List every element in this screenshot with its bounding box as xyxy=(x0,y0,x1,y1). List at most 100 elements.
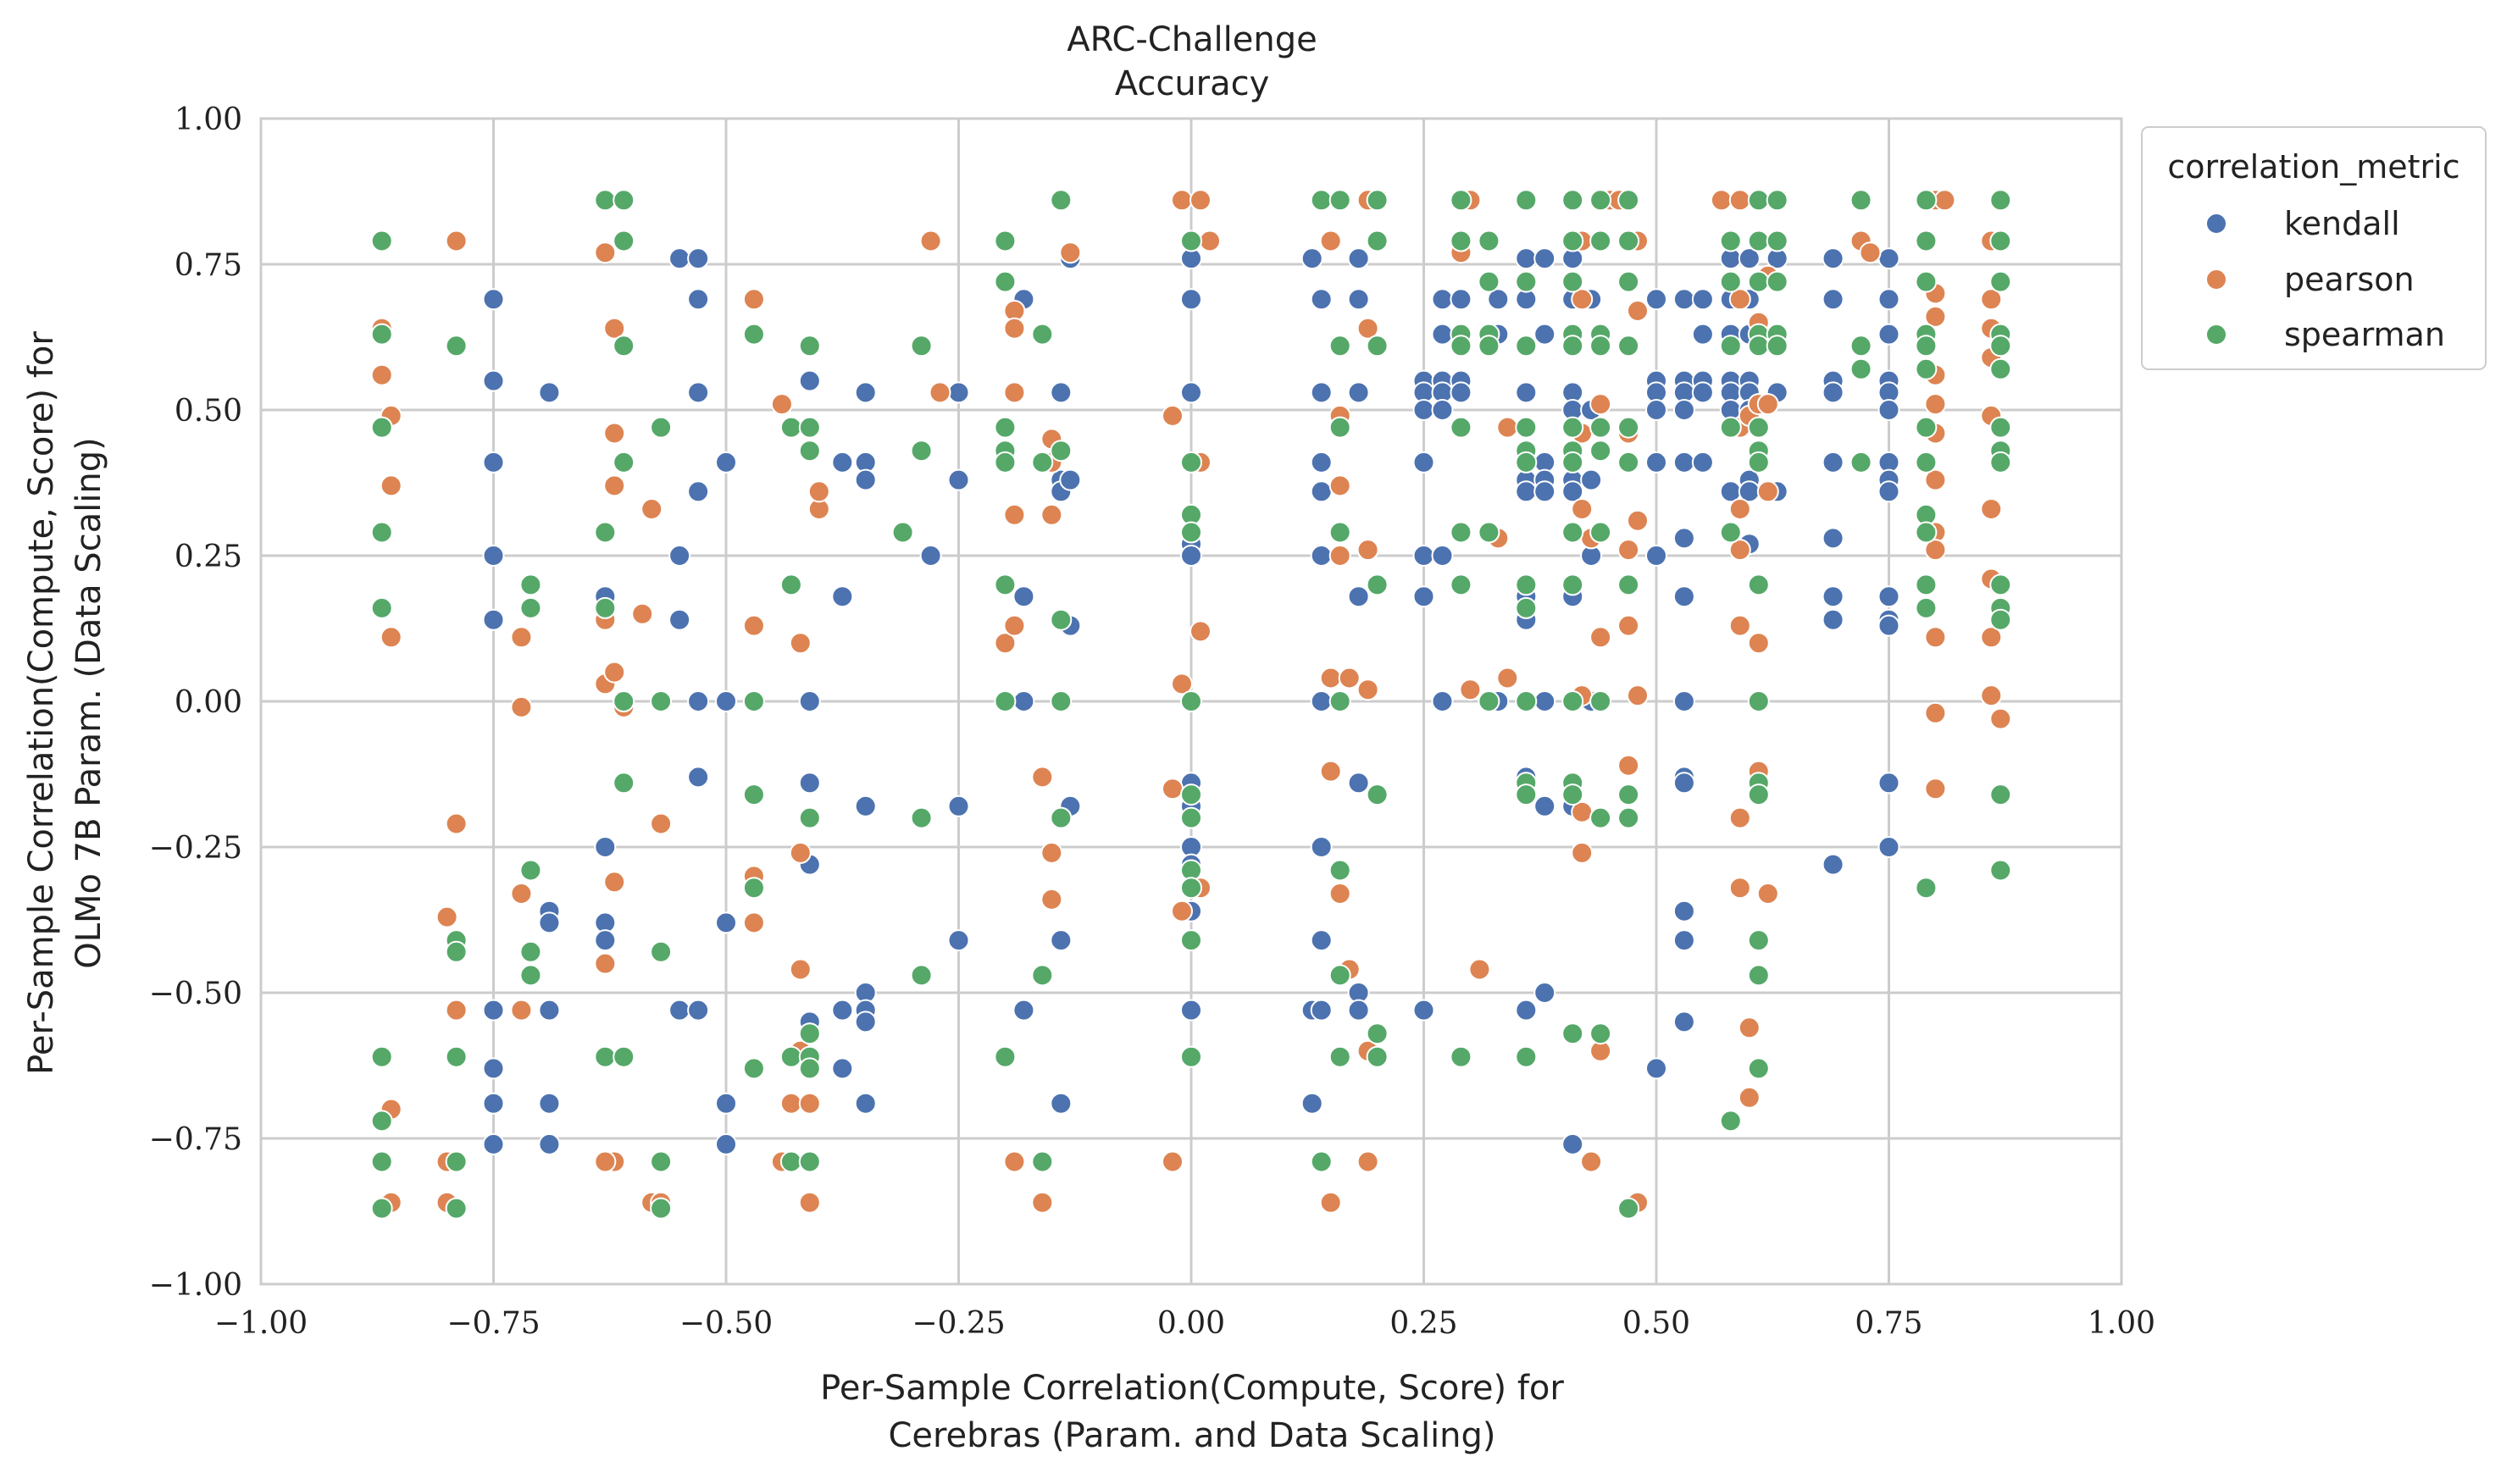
point-kendall xyxy=(1533,795,1556,817)
point-spearman xyxy=(1766,230,1788,252)
point-pearson xyxy=(742,911,765,934)
point-pearson xyxy=(1003,381,1026,404)
point-kendall xyxy=(594,836,617,858)
point-kendall xyxy=(1645,288,1667,311)
point-kendall xyxy=(1412,545,1435,567)
point-pearson xyxy=(798,1092,821,1115)
point-spearman xyxy=(1747,230,1770,252)
point-kendall xyxy=(538,381,561,404)
point-spearman xyxy=(1617,335,1640,357)
point-pearson xyxy=(1617,614,1640,637)
point-spearman xyxy=(1915,877,1938,900)
point-pearson xyxy=(798,1191,821,1214)
point-pearson xyxy=(640,498,663,520)
point-kendall xyxy=(687,381,710,404)
point-spearman xyxy=(1747,416,1770,439)
point-spearman xyxy=(798,1057,821,1080)
point-kendall xyxy=(1310,545,1333,567)
point-kendall xyxy=(482,608,505,631)
point-spearman xyxy=(1915,521,1938,544)
series-kendall xyxy=(482,247,1900,1155)
legend-label-pearson: pearson xyxy=(2284,261,2415,298)
y-axis-label-line1: Per-Sample Correlation(Compute, Score) f… xyxy=(22,331,61,1075)
point-spearman xyxy=(1747,451,1770,473)
point-spearman xyxy=(1915,416,1938,439)
point-kendall xyxy=(1877,585,1900,608)
point-spearman xyxy=(519,964,542,987)
point-spearman xyxy=(798,335,821,357)
point-spearman xyxy=(1050,608,1073,631)
point-pearson xyxy=(929,381,951,404)
point-kendall xyxy=(1580,468,1603,491)
point-kendall xyxy=(482,451,505,473)
x-axis-label-line2: Cerebras (Param. and Data Scaling) xyxy=(888,1416,1495,1455)
point-pearson xyxy=(603,422,626,445)
point-spearman xyxy=(1180,1045,1202,1068)
point-spearman xyxy=(1328,416,1351,439)
point-spearman xyxy=(445,1045,468,1068)
point-kendall xyxy=(687,480,710,503)
point-spearman xyxy=(1478,521,1500,544)
point-pearson xyxy=(603,317,626,340)
point-spearman xyxy=(1747,270,1770,293)
point-kendall xyxy=(1672,690,1695,712)
chart-title-line2: Accuracy xyxy=(1115,64,1270,103)
point-spearman xyxy=(1589,416,1612,439)
point-kendall xyxy=(482,288,505,311)
point-kendall xyxy=(1672,527,1695,550)
point-spearman xyxy=(1617,189,1640,212)
point-kendall xyxy=(715,690,737,712)
legend: correlation_metric kendall pearson spear… xyxy=(2141,126,2487,370)
point-spearman xyxy=(1031,1150,1054,1173)
y-tick-label: −0.50 xyxy=(149,977,242,1011)
point-kendall xyxy=(1059,468,1082,491)
point-pearson xyxy=(1190,620,1212,643)
point-kendall xyxy=(1877,399,1900,421)
point-spearman xyxy=(1310,1150,1333,1173)
point-pearson xyxy=(1040,503,1063,526)
point-spearman xyxy=(994,451,1017,473)
point-spearman xyxy=(994,1045,1017,1068)
point-spearman xyxy=(779,416,802,439)
point-kendall xyxy=(1561,480,1584,503)
point-kendall xyxy=(1347,999,1370,1022)
point-kendall xyxy=(831,451,854,473)
point-pearson xyxy=(1589,626,1612,649)
point-kendall xyxy=(947,381,970,404)
point-kendall xyxy=(1533,690,1556,712)
point-kendall xyxy=(1672,1011,1695,1033)
point-spearman xyxy=(1989,189,2012,212)
point-pearson xyxy=(1980,288,2003,311)
point-pearson xyxy=(1328,883,1351,905)
y-tick-label: 0.25 xyxy=(175,540,242,574)
point-kendall xyxy=(1672,451,1695,473)
point-spearman xyxy=(1180,806,1202,829)
point-kendall xyxy=(687,690,710,712)
point-spearman xyxy=(445,335,468,357)
point-spearman xyxy=(1366,1045,1389,1068)
point-spearman xyxy=(1310,189,1333,212)
point-spearman xyxy=(370,1197,393,1220)
point-spearman xyxy=(910,964,933,987)
point-spearman xyxy=(1328,859,1351,882)
point-spearman xyxy=(1589,690,1612,712)
point-spearman xyxy=(1328,964,1351,987)
legend-marker-pearson xyxy=(2205,269,2227,291)
point-spearman xyxy=(779,573,802,596)
point-pearson xyxy=(445,230,468,252)
point-spearman xyxy=(891,521,914,544)
point-spearman xyxy=(1515,416,1538,439)
point-spearman xyxy=(613,335,635,357)
point-kendall xyxy=(1050,929,1073,952)
point-spearman xyxy=(1747,784,1770,806)
point-pearson xyxy=(1710,189,1733,212)
point-spearman xyxy=(1366,335,1389,357)
point-kendall xyxy=(1431,545,1454,567)
point-spearman xyxy=(1515,784,1538,806)
point-pearson xyxy=(1933,189,1956,212)
point-pearson xyxy=(1980,626,2003,649)
y-tick-label: −0.75 xyxy=(149,1122,242,1157)
point-spearman xyxy=(445,940,468,963)
point-spearman xyxy=(1180,877,1202,900)
point-pearson xyxy=(1162,778,1184,800)
